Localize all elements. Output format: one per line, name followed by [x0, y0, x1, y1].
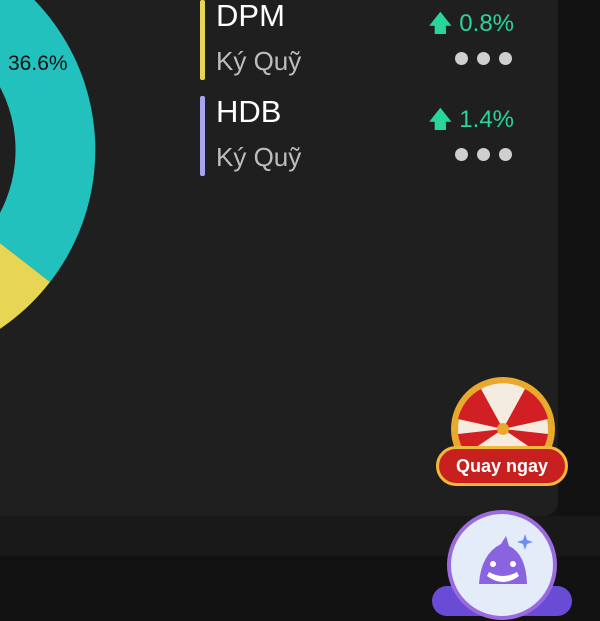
donut-slice-yellow[interactable]: [0, 233, 50, 330]
holding-row-hdb[interactable]: HDB Ký Quỹ 🡅 1.4%: [200, 94, 530, 176]
color-bar: [200, 0, 205, 80]
account-type: Ký Quỹ: [216, 46, 302, 76]
lucky-wheel-icon: [451, 377, 555, 464]
color-bar: [200, 96, 205, 176]
more-dots-icon[interactable]: [455, 148, 512, 161]
lucky-wheel-promo[interactable]: Quay ngay: [436, 374, 570, 492]
change: 🡅 0.8%: [428, 6, 514, 47]
holding-row-dpm[interactable]: DPM Ký Quỹ 🡅 0.8%: [200, 0, 530, 80]
donut-slice-label: 36.6%: [8, 52, 68, 75]
arrow-up-icon: 🡅: [427, 10, 453, 37]
symbol: DPM: [216, 0, 285, 33]
arrow-up-icon: 🡅: [427, 106, 453, 133]
donut-slice-teal[interactable]: [0, 0, 96, 282]
more-dots-icon[interactable]: [455, 52, 512, 65]
change: 🡅 1.4%: [428, 102, 514, 143]
allocation-donut: [0, 0, 96, 330]
symbol: HDB: [216, 94, 282, 129]
account-type: Ký Quỹ: [216, 142, 302, 172]
change-value: 0.8%: [459, 10, 514, 37]
shark-assistant-icon: [479, 534, 533, 584]
spin-now-button[interactable]: Quay ngay: [436, 446, 568, 486]
shark-assistant-button[interactable]: [447, 510, 557, 620]
change-value: 1.4%: [459, 106, 514, 133]
